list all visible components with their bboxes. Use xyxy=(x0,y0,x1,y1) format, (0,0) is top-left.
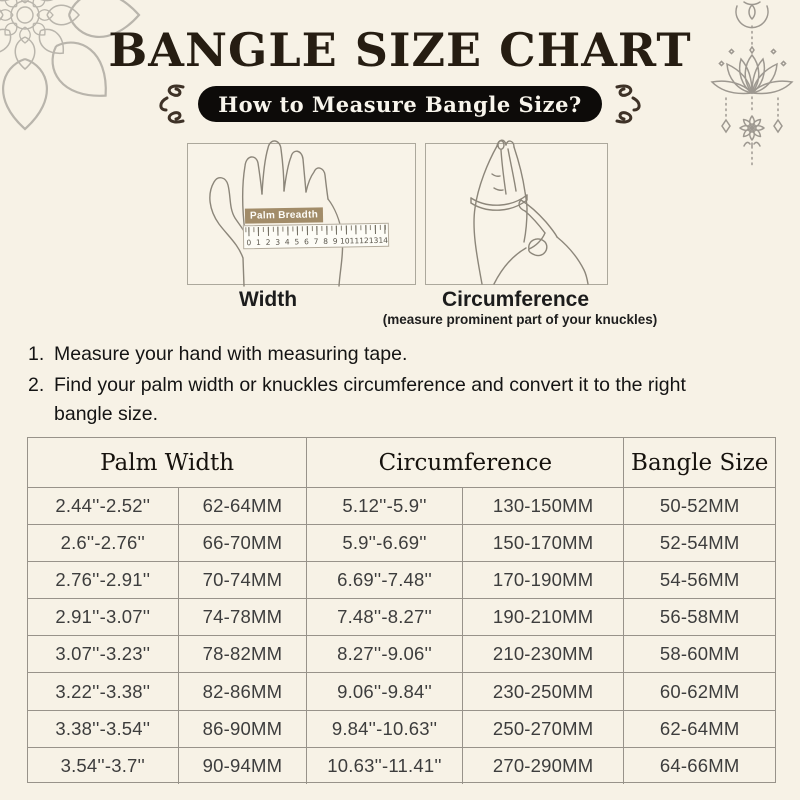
table-cell: 90-94MM xyxy=(178,746,308,784)
table-cell: 170-190MM xyxy=(462,561,625,599)
step-text: Measure your hand with measuring tape. xyxy=(54,343,408,365)
table-cell: 9.06''-9.84'' xyxy=(307,672,463,710)
table-cell: 3.38''-3.54'' xyxy=(28,709,179,747)
circumference-sublabel: (measure prominent part of your knuckles… xyxy=(382,312,658,327)
table-cell: 150-170MM xyxy=(462,524,625,562)
ruler-number: 6 xyxy=(303,237,309,247)
table-cell: 250-270MM xyxy=(462,709,625,747)
width-figure: 0 1 2 3 4 5 6 7 8 9 10 11 12 13 14 Palm Breadth xyxy=(187,140,416,287)
hand-width-illustration xyxy=(209,140,344,287)
table-cell: 8.27''-9.06'' xyxy=(307,635,463,673)
step-number: 2. xyxy=(28,374,45,397)
flourish-left-icon xyxy=(159,84,185,124)
table-cell: 9.84''-10.63'' xyxy=(307,709,463,747)
instruction-step-1: 1. Measure your hand with measuring tape… xyxy=(28,340,773,368)
table-cell: 58-60MM xyxy=(624,635,775,672)
step-number: 1. xyxy=(28,343,45,365)
ruler: 0 1 2 3 4 5 6 7 8 9 10 11 12 13 14 xyxy=(242,222,390,250)
ruler-number: 11 xyxy=(349,236,360,246)
column-header-palm-width: Palm Width xyxy=(28,438,308,487)
table-cell: 2.76''-2.91'' xyxy=(28,561,179,599)
table-cell: 66-70MM xyxy=(178,524,308,562)
table-cell: 54-56MM xyxy=(624,561,775,598)
ruler-number: 10 xyxy=(339,236,350,246)
ruler-number: 3 xyxy=(275,237,281,247)
table-cell: 210-230MM xyxy=(462,635,625,673)
table-cell: 60-62MM xyxy=(624,672,775,709)
instructions: 1. Measure your hand with measuring tape… xyxy=(28,340,773,431)
ruler-number: 13 xyxy=(368,235,379,246)
table-cell: 50-52MM xyxy=(624,487,775,524)
table-cell: 190-210MM xyxy=(462,598,625,636)
how-to-badge: How to Measure Bangle Size? xyxy=(198,86,602,122)
size-table: Palm Width Circumference Bangle Size 2.4… xyxy=(27,437,776,784)
table-cell: 2.6''-2.76'' xyxy=(28,524,179,562)
table-cell: 6.69''-7.48'' xyxy=(307,561,463,599)
table-cell: 7.48''-8.27'' xyxy=(307,598,463,636)
table-cell: 230-250MM xyxy=(462,672,625,710)
table-cell: 64-66MM xyxy=(624,746,775,784)
table-cell: 130-150MM xyxy=(462,487,625,525)
instruction-step-2: 2. Find your palm width or knuckles circ… xyxy=(28,371,773,428)
table-cell: 2.91''-3.07'' xyxy=(28,598,179,636)
column-header-bangle-size: Bangle Size xyxy=(631,449,769,476)
table-cell: 62-64MM xyxy=(178,487,308,525)
ruler-number: 4 xyxy=(284,237,290,247)
hand-circumference-illustration xyxy=(470,139,589,285)
table-cell: 5.12''-5.9'' xyxy=(307,487,463,525)
ruler-number: 0 xyxy=(246,238,252,248)
circumference-figure xyxy=(425,139,608,285)
table-cell: 2.44''-2.52'' xyxy=(28,487,179,525)
table-cell: 82-86MM xyxy=(178,672,308,710)
table-cell: 5.9''-6.69'' xyxy=(307,524,463,562)
ruler-number: 8 xyxy=(323,236,329,246)
table-cell: 86-90MM xyxy=(178,709,308,747)
table-cell: 62-64MM xyxy=(624,709,775,747)
ruler-number: 9 xyxy=(332,236,338,246)
how-to-badge-label: How to Measure Bangle Size? xyxy=(218,91,582,117)
ruler-number: 2 xyxy=(265,237,271,247)
table-cell: 270-290MM xyxy=(462,746,625,784)
table-cell: 78-82MM xyxy=(178,635,308,673)
badge-row: How to Measure Bangle Size? xyxy=(0,84,800,124)
table-cell: 3.54''-3.7'' xyxy=(28,746,179,784)
page-title: BANGLE SIZE CHART xyxy=(108,23,692,77)
table-cell: 3.22''-3.38'' xyxy=(28,672,179,710)
ruler-number: 5 xyxy=(294,237,300,247)
table-cell: 3.07''-3.23'' xyxy=(28,635,179,673)
table-cell: 10.63''-11.41'' xyxy=(307,746,463,784)
column-header-circumference: Circumference xyxy=(307,438,625,487)
palm-breadth-tag: Palm Breadth xyxy=(244,207,324,224)
table-cell: 74-78MM xyxy=(178,598,308,636)
step-text: Find your palm width or knuckles circumf… xyxy=(54,374,686,425)
width-label: Width xyxy=(238,288,298,311)
ruler-number: 14 xyxy=(378,235,389,245)
ruler-number: 1 xyxy=(256,237,261,248)
table-cell: 70-74MM xyxy=(178,561,308,599)
table-cell: 56-58MM xyxy=(624,598,775,635)
table-cell: 52-54MM xyxy=(624,524,775,561)
ruler-numbers: 0 1 2 3 4 5 6 7 8 9 10 11 12 13 14 xyxy=(244,236,388,248)
ruler-number: 7 xyxy=(313,236,319,247)
flourish-right-icon xyxy=(615,84,641,124)
circumference-label: Circumference xyxy=(441,288,590,311)
ruler-number: 12 xyxy=(359,236,369,246)
